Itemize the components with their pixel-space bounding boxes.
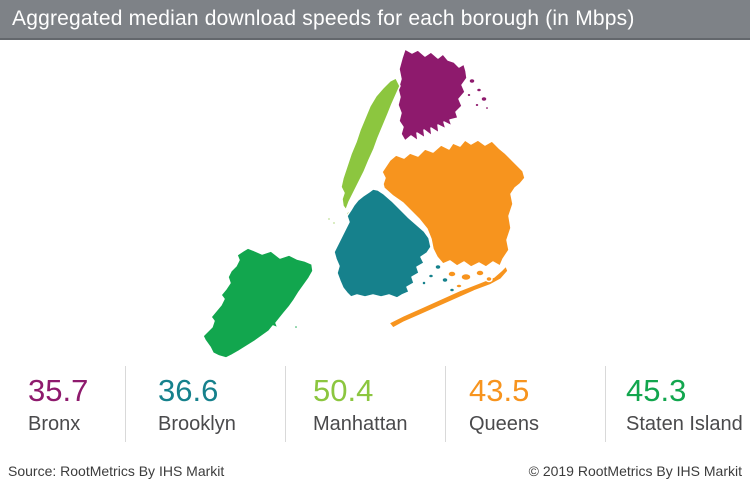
stat-manhattan: 50.4 Manhattan	[285, 366, 445, 442]
map-staten-island	[202, 247, 314, 359]
stat-value-brooklyn: 36.6	[158, 373, 219, 408]
map-queens	[381, 139, 526, 329]
stat-label-queens: Queens	[469, 413, 540, 435]
page-title: Aggregated median download speeds for ea…	[12, 7, 635, 30]
stat-label-bronx: Bronx	[28, 413, 81, 435]
stat-label-staten-island: Staten Island	[626, 413, 743, 435]
stats-row: 35.7 Bronx 36.6 Brooklyn 50.4 Manhattan …	[0, 366, 750, 442]
stat-label-manhattan: Manhattan	[313, 413, 408, 435]
stat-value-queens: 43.5	[469, 373, 530, 408]
stat-value-manhattan: 50.4	[313, 373, 374, 408]
stat-brooklyn: 36.6 Brooklyn	[125, 366, 285, 442]
stat-value-staten-island: 45.3	[626, 373, 687, 408]
stat-value-bronx: 35.7	[28, 373, 89, 408]
stat-label-brooklyn: Brooklyn	[158, 413, 236, 435]
stat-queens: 43.5 Queens	[445, 366, 605, 442]
footer: Source: RootMetrics By IHS Markit © 2019…	[0, 458, 750, 484]
map-bronx	[397, 48, 490, 142]
stat-bronx: 35.7 Bronx	[0, 366, 125, 442]
map-brooklyn	[333, 188, 456, 299]
stat-staten-island: 45.3 Staten Island	[605, 366, 750, 442]
copyright-text: © 2019 RootMetrics By IHS Markit	[528, 463, 742, 479]
source-text: Source: RootMetrics By IHS Markit	[8, 463, 225, 479]
header-bar: Aggregated median download speeds for ea…	[0, 0, 750, 40]
